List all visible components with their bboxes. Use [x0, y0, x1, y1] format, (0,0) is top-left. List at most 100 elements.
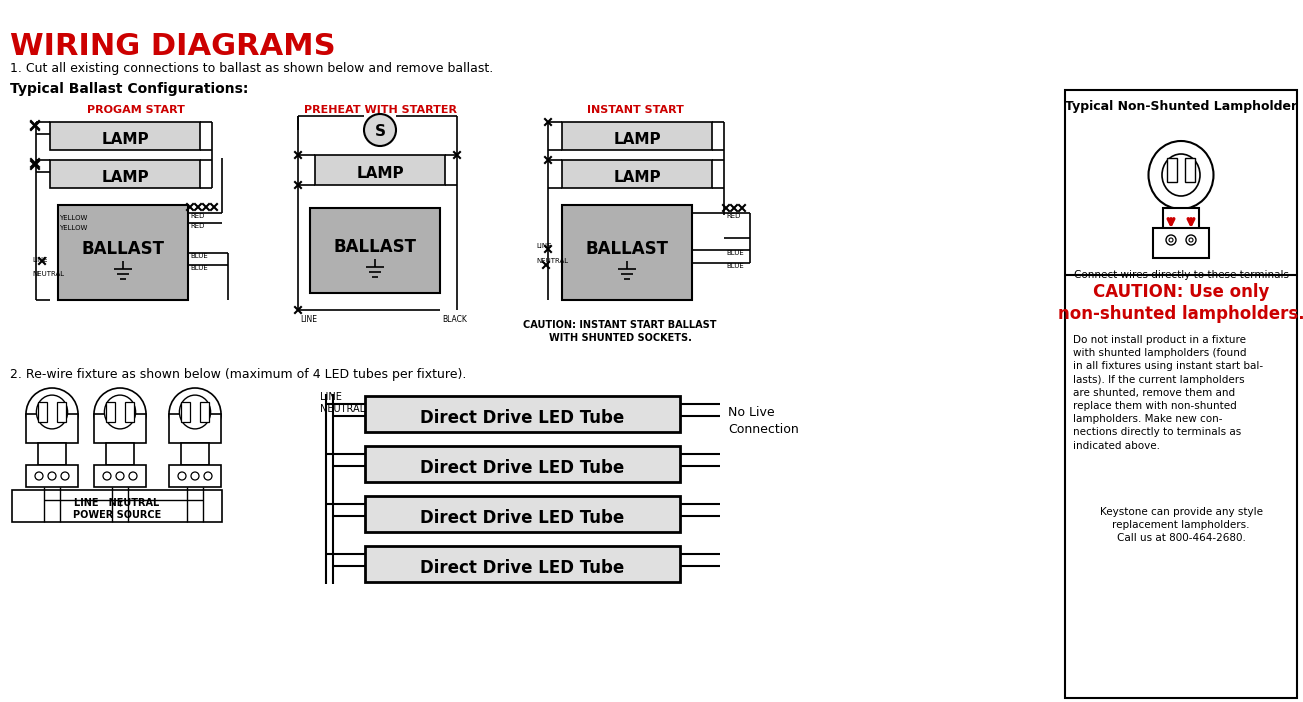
Circle shape: [1186, 235, 1196, 245]
Bar: [94, 465, 146, 487]
Ellipse shape: [26, 388, 78, 440]
Text: CAUTION: INSTANT START BALLAST
WITH SHUNTED SOCKETS.: CAUTION: INSTANT START BALLAST WITH SHUN…: [524, 320, 717, 343]
Text: LINE: LINE: [300, 315, 317, 324]
Text: BLUE: BLUE: [726, 263, 744, 269]
Text: LAMP: LAMP: [102, 133, 149, 147]
Bar: [562, 205, 692, 300]
Bar: [365, 496, 680, 532]
Text: Direct Drive LED Tube: Direct Drive LED Tube: [421, 509, 624, 527]
Bar: [365, 396, 680, 432]
Text: non-shunted lampholders.: non-shunted lampholders.: [1058, 305, 1303, 323]
Text: YELLOW: YELLOW: [59, 215, 87, 221]
Text: LAMP: LAMP: [102, 171, 149, 185]
Text: NEUTRAL: NEUTRAL: [321, 404, 365, 414]
Bar: [26, 414, 78, 443]
Circle shape: [48, 472, 56, 480]
Circle shape: [61, 472, 69, 480]
Text: INSTANT START: INSTANT START: [586, 105, 684, 115]
Bar: [181, 443, 208, 465]
Circle shape: [103, 472, 111, 480]
Bar: [1153, 228, 1209, 258]
Bar: [1167, 158, 1177, 182]
Text: BALLAST: BALLAST: [585, 239, 668, 258]
Bar: [106, 402, 115, 422]
Bar: [59, 205, 188, 300]
Text: BALLAST: BALLAST: [82, 239, 164, 258]
Text: LINE: LINE: [536, 243, 551, 249]
Text: CAUTION: Use only: CAUTION: Use only: [1093, 283, 1269, 301]
Text: LAMP: LAMP: [614, 133, 661, 147]
Bar: [12, 490, 222, 522]
Bar: [1065, 90, 1296, 698]
Text: 1. Cut all existing connections to ballast as shown below and remove ballast.: 1. Cut all existing connections to balla…: [10, 62, 494, 75]
Circle shape: [35, 472, 43, 480]
Bar: [365, 546, 680, 582]
Bar: [38, 402, 47, 422]
Text: WIRING DIAGRAMS: WIRING DIAGRAMS: [10, 32, 336, 61]
Ellipse shape: [180, 395, 211, 429]
Bar: [50, 160, 199, 188]
Ellipse shape: [94, 388, 146, 440]
Bar: [26, 465, 78, 487]
Bar: [94, 414, 146, 443]
Bar: [169, 465, 222, 487]
Circle shape: [205, 472, 212, 480]
Bar: [562, 160, 711, 188]
Text: Connect wires directly to these terminals: Connect wires directly to these terminal…: [1074, 270, 1289, 280]
Ellipse shape: [1162, 154, 1200, 196]
Bar: [125, 402, 134, 422]
Text: LINE   NEUTRAL: LINE NEUTRAL: [74, 498, 160, 508]
Text: LAMP: LAMP: [356, 166, 404, 182]
Text: PREHEAT WITH STARTER: PREHEAT WITH STARTER: [304, 105, 456, 115]
Text: BLUE: BLUE: [726, 250, 744, 256]
Text: Typical Non-Shunted Lampholder: Typical Non-Shunted Lampholder: [1065, 100, 1296, 113]
Text: RED: RED: [190, 223, 205, 229]
Text: BLUE: BLUE: [190, 253, 207, 259]
Bar: [1184, 158, 1195, 182]
Ellipse shape: [169, 388, 222, 440]
Text: S: S: [374, 124, 386, 140]
Text: 2. Re-wire fixture as shown below (maximum of 4 LED tubes per fixture).: 2. Re-wire fixture as shown below (maxim…: [10, 368, 466, 381]
Circle shape: [1190, 238, 1194, 242]
Text: BLUE: BLUE: [190, 265, 207, 271]
Bar: [365, 446, 680, 482]
Text: Keystone can provide any style
replacement lampholders.
Call us at 800-464-2680.: Keystone can provide any style replaceme…: [1100, 507, 1263, 543]
Bar: [38, 443, 66, 465]
Circle shape: [1166, 235, 1177, 245]
Text: No Live
Connection: No Live Connection: [728, 406, 799, 436]
Bar: [50, 122, 199, 150]
Text: RED: RED: [726, 213, 740, 219]
Text: Typical Ballast Configurations:: Typical Ballast Configurations:: [10, 82, 249, 96]
Bar: [315, 155, 446, 185]
Circle shape: [364, 114, 396, 146]
Bar: [106, 443, 134, 465]
Bar: [562, 122, 711, 150]
Text: PROGAM START: PROGAM START: [87, 105, 185, 115]
Circle shape: [192, 472, 199, 480]
Ellipse shape: [36, 395, 68, 429]
Bar: [57, 402, 66, 422]
Text: NEUTRAL: NEUTRAL: [33, 271, 64, 277]
Text: BLACK: BLACK: [442, 315, 466, 324]
Text: Do not install product in a fixture
with shunted lampholders (found
in all fixtu: Do not install product in a fixture with…: [1072, 335, 1263, 451]
Bar: [310, 208, 440, 293]
Text: BALLAST: BALLAST: [334, 237, 417, 256]
Ellipse shape: [1148, 141, 1213, 209]
Ellipse shape: [104, 395, 136, 429]
Text: Direct Drive LED Tube: Direct Drive LED Tube: [421, 559, 624, 577]
Circle shape: [129, 472, 137, 480]
Text: POWER SOURCE: POWER SOURCE: [73, 510, 162, 520]
Text: Direct Drive LED Tube: Direct Drive LED Tube: [421, 409, 624, 427]
Bar: [1164, 208, 1199, 230]
Circle shape: [116, 472, 124, 480]
Circle shape: [179, 472, 186, 480]
Text: Direct Drive LED Tube: Direct Drive LED Tube: [421, 459, 624, 477]
Text: RED: RED: [190, 213, 205, 219]
Bar: [169, 414, 222, 443]
Text: LINE: LINE: [321, 392, 341, 402]
Text: LINE: LINE: [33, 257, 47, 263]
Text: LAMP: LAMP: [614, 171, 661, 185]
Bar: [181, 402, 190, 422]
Bar: [199, 402, 208, 422]
Circle shape: [1169, 238, 1173, 242]
